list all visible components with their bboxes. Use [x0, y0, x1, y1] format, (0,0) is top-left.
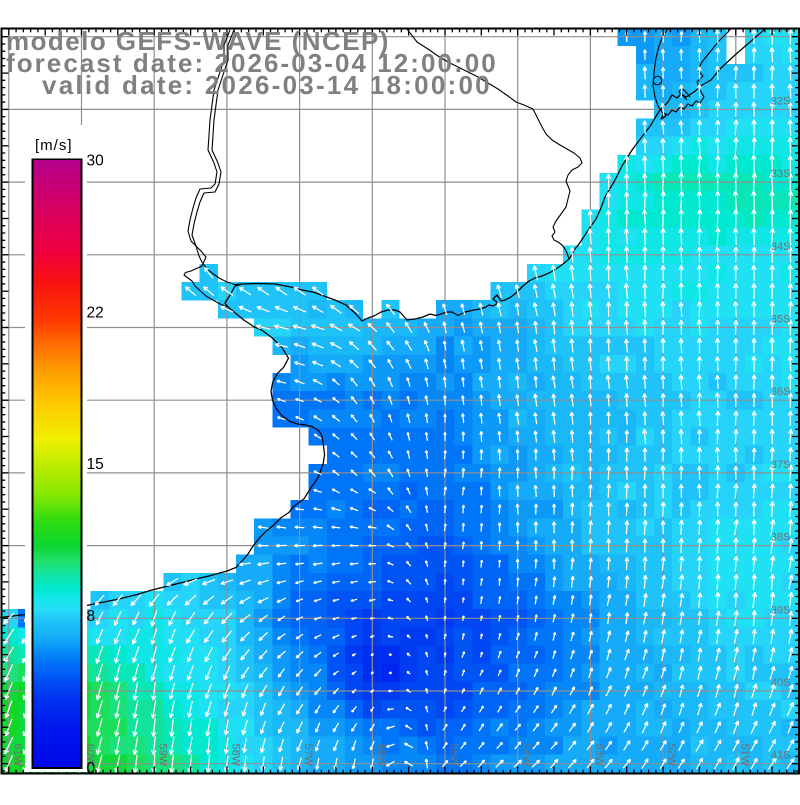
svg-text:32S: 32S — [771, 95, 791, 107]
svg-text:8: 8 — [87, 608, 96, 625]
svg-text:36S: 36S — [771, 386, 791, 398]
svg-text:56W: 56W — [375, 744, 387, 767]
svg-text:31S: 31S — [771, 23, 791, 35]
svg-text:[m/s]: [m/s] — [35, 137, 73, 154]
svg-text:40S: 40S — [771, 677, 791, 689]
svg-text:54W: 54W — [520, 744, 532, 767]
svg-text:30: 30 — [87, 153, 105, 170]
svg-text:38S: 38S — [771, 532, 791, 544]
svg-text:modelo GEFS-WAVE (NCEP): modelo GEFS-WAVE (NCEP) — [6, 26, 390, 56]
svg-text:59W: 59W — [157, 744, 169, 767]
svg-text:57W: 57W — [302, 744, 314, 767]
svg-text:39S: 39S — [771, 604, 791, 616]
svg-text:33S: 33S — [771, 168, 791, 180]
svg-text:22: 22 — [87, 304, 104, 321]
svg-text:53W: 53W — [593, 744, 605, 767]
svg-text:0: 0 — [87, 760, 96, 777]
svg-text:55W: 55W — [448, 744, 460, 767]
svg-text:61W: 61W — [11, 744, 23, 767]
svg-text:34S: 34S — [771, 241, 791, 253]
svg-text:51W: 51W — [738, 744, 750, 767]
svg-text:37S: 37S — [771, 459, 791, 471]
svg-text:valid date: 2026-03-14 18:00:0: valid date: 2026-03-14 18:00:00 — [42, 70, 492, 100]
svg-text:58W: 58W — [229, 744, 241, 767]
svg-text:41S: 41S — [771, 750, 791, 762]
svg-text:52W: 52W — [666, 744, 678, 767]
svg-text:35S: 35S — [771, 314, 791, 326]
svg-text:15: 15 — [87, 456, 104, 473]
svg-text:forecast date: 2026-03-04 12:0: forecast date: 2026-03-04 12:00:00 — [6, 48, 498, 78]
